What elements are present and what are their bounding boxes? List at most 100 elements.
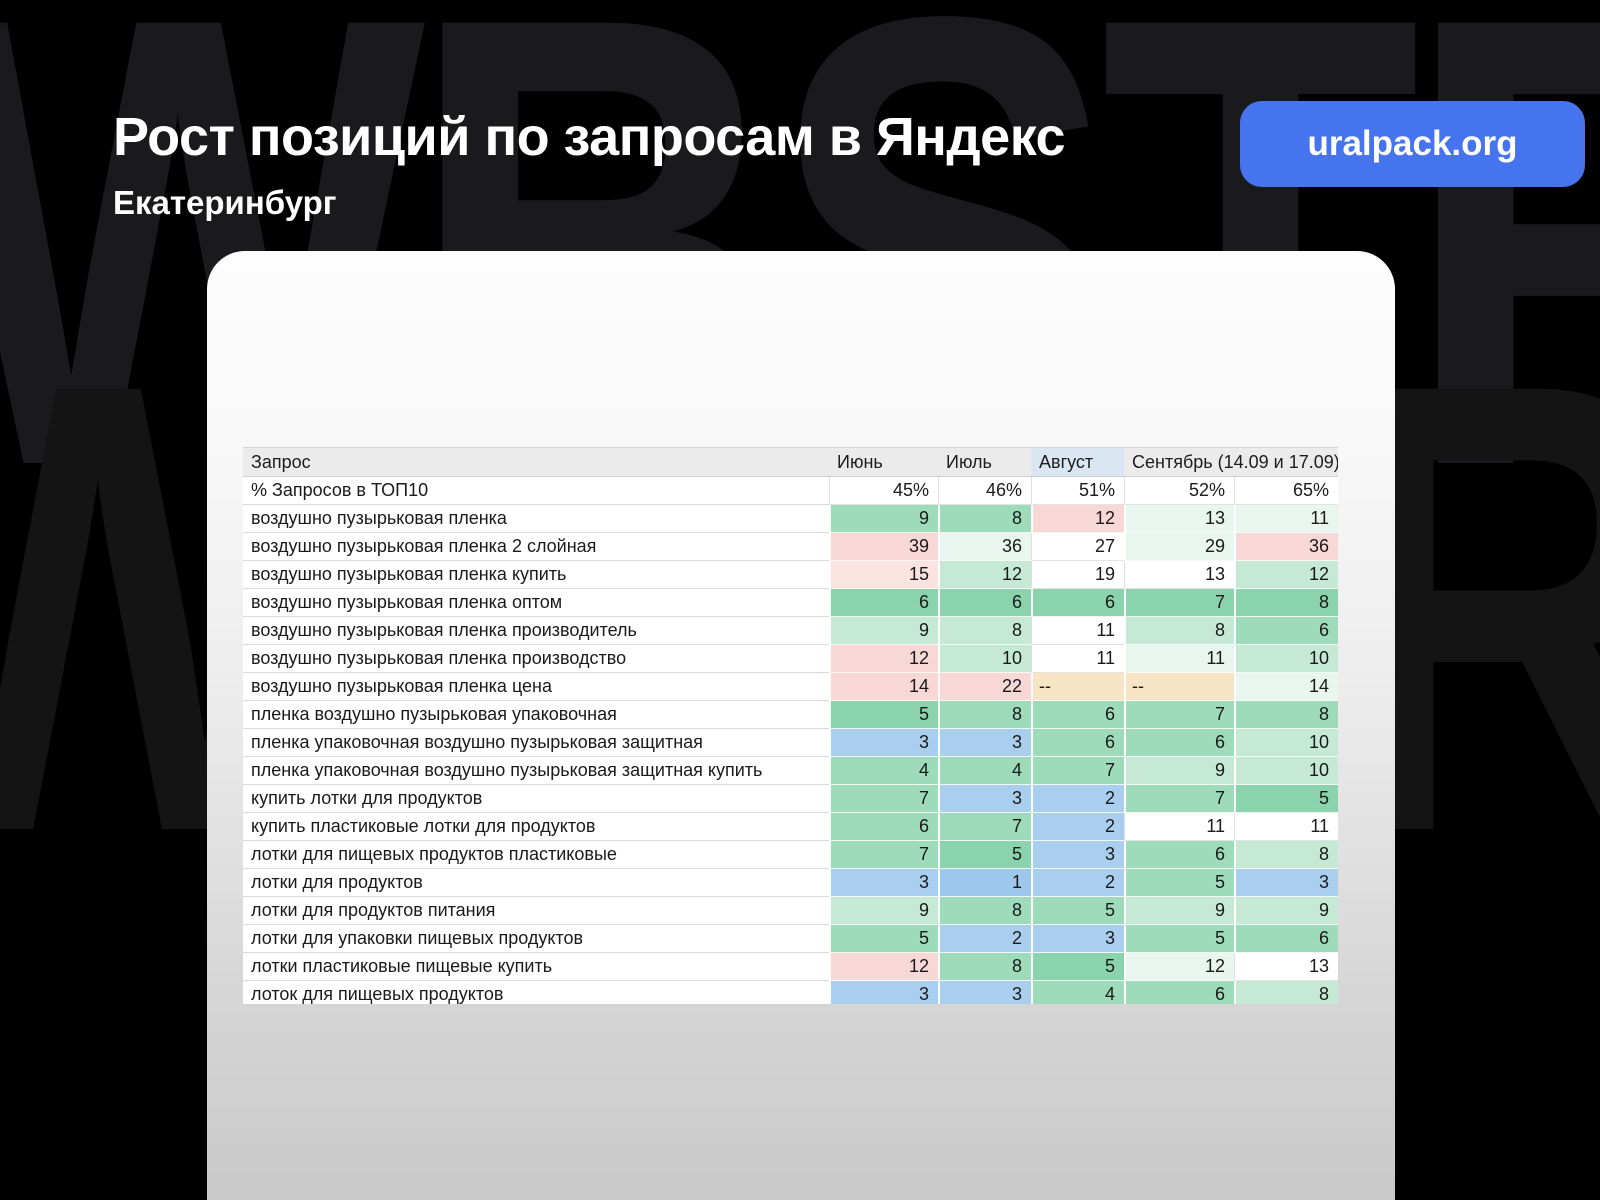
column-header-june: Июнь	[837, 452, 883, 472]
value-cell: 3	[1031, 925, 1124, 953]
value-cell: 45%	[829, 477, 938, 505]
value-cell: --	[1031, 673, 1124, 701]
table-row: воздушно пузырьковая пленка производител…	[243, 617, 1338, 645]
value-cell: 8	[1234, 589, 1338, 617]
query-cell: воздушно пузырьковая пленка	[243, 505, 829, 533]
value-cell: 3	[829, 869, 938, 897]
query-cell: пленка упаковочная воздушно пузырьковая …	[243, 729, 829, 757]
value-cell: 6	[1031, 701, 1124, 729]
query-cell: воздушно пузырьковая пленка производител…	[243, 617, 829, 645]
value-cell: 29	[1124, 533, 1234, 561]
value-cell: 5	[829, 925, 938, 953]
value-cell: 10	[938, 645, 1031, 673]
table-row: воздушно пузырьковая пленка купить 15 12 19…	[243, 561, 1338, 589]
value-cell: 11	[1031, 645, 1124, 673]
value-cell: 6	[1234, 925, 1338, 953]
query-cell: пленка воздушно пузырьковая упаковочная	[243, 701, 829, 729]
value-cell: 5	[1031, 953, 1124, 981]
page-title: Рост позиций по запросам в Яндекс	[113, 107, 1066, 167]
table-row: воздушно пузырьковая пленка цена 14 22 -- --…	[243, 673, 1338, 701]
query-cell: лотки для пищевых продуктов пластиковые	[243, 841, 829, 869]
site-badge[interactable]: uralpack.org	[1240, 101, 1585, 187]
value-cell: 8	[1124, 617, 1234, 645]
table-row: купить лотки для продуктов 7 3 2 7 5	[243, 785, 1338, 813]
table-row: пленка воздушно пузырьковая упаковочная 5…	[243, 701, 1338, 729]
value-cell: 5	[1234, 785, 1338, 813]
table-row: лотки для пищевых продуктов пластиковые 7…	[243, 841, 1338, 869]
value-cell: 9	[829, 617, 938, 645]
value-cell: 6	[1124, 729, 1234, 757]
value-cell: 4	[938, 757, 1031, 785]
table-row: воздушно пузырьковая пленка производство…	[243, 645, 1338, 673]
value-cell: 27	[1031, 533, 1124, 561]
value-cell: 13	[1124, 561, 1234, 589]
value-cell: 7	[1124, 701, 1234, 729]
table-row: лотки для продуктов питания 9 8 5 9 9	[243, 897, 1338, 925]
query-cell: воздушно пузырьковая пленка оптом	[243, 589, 829, 617]
value-cell: 10	[1234, 645, 1338, 673]
value-cell: 6	[1031, 589, 1124, 617]
value-cell: 12	[1124, 953, 1234, 981]
query-cell: лотки пластиковые пищевые купить	[243, 953, 829, 981]
value-cell: 39	[829, 533, 938, 561]
value-cell: 65%	[1234, 477, 1338, 505]
value-cell: 3	[938, 981, 1031, 1004]
query-cell: воздушно пузырьковая пленка цена	[243, 673, 829, 701]
query-cell: пленка упаковочная воздушно пузырьковая …	[243, 757, 829, 785]
value-cell: 5	[938, 841, 1031, 869]
value-cell: 6	[829, 813, 938, 841]
value-cell: 2	[1031, 869, 1124, 897]
value-cell: 5	[1124, 925, 1234, 953]
value-cell: 10	[1234, 729, 1338, 757]
query-cell: купить пластиковые лотки для продуктов	[243, 813, 829, 841]
value-cell: 7	[1124, 785, 1234, 813]
value-cell: 4	[829, 757, 938, 785]
value-cell: 11	[1124, 813, 1234, 841]
column-header-july: Июль	[946, 452, 992, 472]
value-cell: 3	[1031, 841, 1124, 869]
value-cell: 6	[1124, 981, 1234, 1004]
value-cell: 2	[1031, 813, 1124, 841]
query-cell: лоток для пищевых продуктов	[243, 981, 829, 1004]
value-cell: 12	[1234, 561, 1338, 589]
table-header-row: Запрос Июнь Июль Август Сентябрь (14.09 …	[243, 448, 1338, 477]
value-cell: 7	[829, 785, 938, 813]
value-cell: 7	[829, 841, 938, 869]
query-cell: воздушно пузырьковая пленка 2 слойная	[243, 533, 829, 561]
value-cell: 22	[938, 673, 1031, 701]
value-cell: 2	[938, 925, 1031, 953]
value-cell: 5	[1031, 897, 1124, 925]
value-cell: 8	[938, 701, 1031, 729]
value-cell: 11	[1234, 813, 1338, 841]
table-body: % Запросов в ТОП10 45% 46% 51% 52% 65% воздушн…	[243, 477, 1338, 1004]
value-cell: 9	[829, 505, 938, 533]
value-cell: 14	[829, 673, 938, 701]
column-header-query: Запрос	[251, 452, 311, 472]
table-row: лотки пластиковые пищевые купить 12 8 5 12 13	[243, 953, 1338, 981]
value-cell: 7	[938, 813, 1031, 841]
value-cell: 7	[1124, 589, 1234, 617]
table-row: лотки для упаковки пищевых продуктов 5 2 3 5…	[243, 925, 1338, 953]
value-cell: 36	[1234, 533, 1338, 561]
table-row: % Запросов в ТОП10 45% 46% 51% 52% 65%	[243, 477, 1338, 505]
value-cell: 1	[938, 869, 1031, 897]
table-row: лоток для пищевых продуктов 3 3 4 6 8	[243, 981, 1338, 1004]
value-cell: 9	[1124, 897, 1234, 925]
value-cell: 3	[829, 981, 938, 1004]
page-subtitle-city: Екатеринбург	[113, 184, 337, 221]
value-cell: 11	[1124, 645, 1234, 673]
table-row: воздушно пузырьковая пленка 2 слойная 39 3…	[243, 533, 1338, 561]
value-cell: 46%	[938, 477, 1031, 505]
query-cell: лотки для упаковки пищевых продуктов	[243, 925, 829, 953]
value-cell: 7	[1031, 757, 1124, 785]
value-cell: 5	[829, 701, 938, 729]
value-cell: --	[1124, 673, 1234, 701]
value-cell: 8	[938, 617, 1031, 645]
value-cell: 10	[1234, 757, 1338, 785]
value-cell: 19	[1031, 561, 1124, 589]
value-cell: 8	[938, 897, 1031, 925]
query-cell: лотки для продуктов питания	[243, 897, 829, 925]
value-cell: 3	[938, 729, 1031, 757]
value-cell: 6	[1234, 617, 1338, 645]
value-cell: 36	[938, 533, 1031, 561]
